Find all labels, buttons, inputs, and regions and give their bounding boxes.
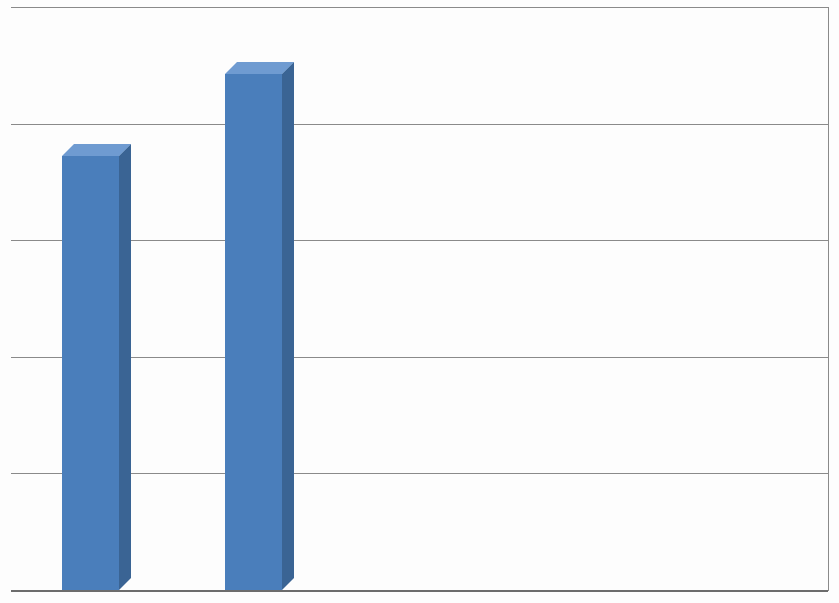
bar-top [62,144,131,156]
bar-chart [0,0,839,603]
bar-face [62,156,119,590]
bar [62,156,119,590]
bar-side [282,62,294,590]
plot-area [11,7,829,591]
gridline [11,240,828,241]
gridline [11,473,828,474]
gridline [11,357,828,358]
bar-face [225,74,282,590]
axis-baseline [11,590,828,592]
bar-top [225,62,294,74]
bar-side [119,144,131,590]
gridline [11,124,828,125]
bar [225,74,282,590]
